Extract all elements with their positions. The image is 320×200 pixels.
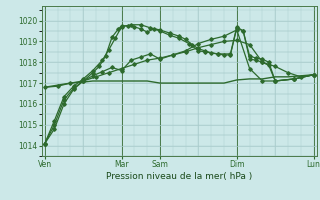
X-axis label: Pression niveau de la mer( hPa ): Pression niveau de la mer( hPa ) [106, 172, 252, 181]
